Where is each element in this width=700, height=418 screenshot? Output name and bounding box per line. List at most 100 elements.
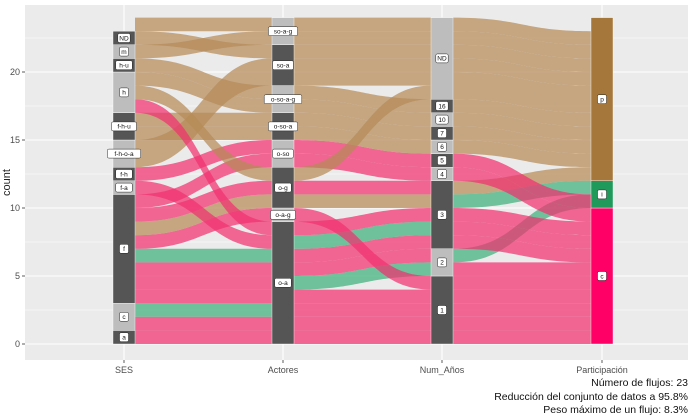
stratum-label: ND bbox=[437, 56, 447, 63]
stratum-label-box bbox=[111, 121, 137, 132]
flow-c bbox=[294, 303, 431, 317]
flow-p bbox=[294, 85, 431, 181]
x-axis: SES Actores Num_Años Participación bbox=[115, 360, 628, 375]
flow-p bbox=[294, 194, 431, 208]
stratum-label-box bbox=[119, 332, 129, 342]
flow-c bbox=[135, 180, 272, 249]
stratum-label: 10 bbox=[438, 117, 446, 124]
stratum-label: o-so-a-g bbox=[271, 97, 296, 104]
flow-c bbox=[453, 221, 591, 249]
stratum-label: f-h-o-a bbox=[114, 151, 134, 158]
stratum-label-box bbox=[274, 278, 292, 288]
stratum-label: f bbox=[123, 246, 125, 253]
stratum-label: 3 bbox=[440, 212, 444, 219]
flow-i bbox=[135, 303, 272, 317]
y-tick-label: 10 bbox=[10, 203, 20, 213]
flow-p bbox=[453, 126, 591, 154]
flow-c bbox=[135, 140, 272, 181]
stratum-label: m bbox=[121, 49, 126, 56]
flow-p bbox=[294, 17, 431, 32]
flow-c bbox=[294, 248, 431, 276]
flow-c bbox=[453, 153, 591, 208]
stratum-label-box bbox=[119, 312, 129, 322]
stratum-label: c bbox=[122, 314, 126, 321]
flow-p bbox=[294, 31, 431, 45]
stratum-label-box bbox=[435, 101, 449, 111]
flow-c bbox=[135, 289, 272, 304]
flow-p bbox=[453, 58, 591, 86]
flow-p bbox=[294, 58, 431, 86]
stratum-label-box bbox=[597, 189, 607, 200]
stratum-label-box bbox=[437, 169, 447, 179]
stratum-label-box bbox=[268, 26, 298, 36]
stratum-label: f-a bbox=[120, 185, 128, 192]
stratum-label-box bbox=[437, 210, 447, 220]
stratum-label: i bbox=[601, 192, 602, 199]
stratum-label: ND bbox=[119, 35, 129, 42]
stratum-label: c bbox=[600, 273, 604, 280]
flows-layer bbox=[135, 17, 591, 344]
flow-p bbox=[294, 99, 431, 127]
stratum-label-box bbox=[263, 94, 303, 104]
flow-p bbox=[135, 85, 272, 181]
stratum-label: 5 bbox=[440, 158, 444, 165]
flow-c bbox=[453, 289, 591, 304]
stratum-label-box bbox=[274, 182, 292, 193]
stratum-label: f-h-u bbox=[117, 124, 131, 131]
stratum-label: o-so bbox=[277, 151, 290, 158]
y-tick-label: 5 bbox=[15, 271, 20, 281]
y-tick-label: 20 bbox=[10, 67, 20, 77]
y-axis: 0 5 10 15 20 bbox=[10, 67, 25, 349]
flow-c bbox=[453, 167, 591, 222]
stratum-label-box bbox=[437, 142, 447, 152]
caption-flows: Número de flujos: 23 bbox=[591, 377, 688, 389]
flow-p bbox=[453, 17, 591, 45]
stratum-label: 1 bbox=[440, 307, 444, 314]
stratum-label: h bbox=[122, 90, 126, 97]
x-tick-label: Num_Años bbox=[420, 365, 465, 375]
y-tick-label: 15 bbox=[10, 135, 20, 145]
stratum-label: a bbox=[122, 335, 126, 342]
flow-c bbox=[135, 316, 272, 331]
strata-layer: a c f f-a f-h f-h-o-a f-h-u h h-u m ND o-a o-a-g o-g o… bbox=[107, 17, 614, 345]
flow-p bbox=[453, 44, 591, 72]
stratum-label-box bbox=[435, 114, 449, 125]
flow-p bbox=[294, 44, 431, 59]
stratum-label-box bbox=[119, 87, 129, 98]
flow-c bbox=[453, 262, 591, 276]
stratum-label: so-a bbox=[277, 63, 290, 70]
stratum-label-box bbox=[437, 155, 447, 166]
stratum-label: so-a-g bbox=[274, 29, 293, 36]
flow-c bbox=[453, 208, 591, 236]
flow-c bbox=[453, 235, 591, 263]
flow-p bbox=[453, 112, 591, 140]
flow-c bbox=[294, 208, 431, 236]
flow-c bbox=[135, 262, 272, 276]
flow-p bbox=[453, 31, 591, 59]
flow-p bbox=[135, 31, 272, 59]
flow-i bbox=[135, 248, 272, 263]
flow-c bbox=[294, 316, 431, 331]
stratum-label-box bbox=[437, 257, 447, 268]
flow-p bbox=[453, 72, 591, 113]
x-tick-label: Actores bbox=[268, 365, 299, 375]
stratum-label: 4 bbox=[440, 171, 444, 178]
stratum-label: o-a-g bbox=[275, 212, 291, 219]
stratum-label: f-h bbox=[120, 171, 128, 178]
stratum-label-box bbox=[268, 121, 298, 132]
flow-c bbox=[135, 99, 272, 236]
stratum-label: 6 bbox=[440, 144, 444, 151]
stratum-label-box bbox=[270, 210, 296, 220]
stratum-label-box bbox=[437, 128, 447, 138]
caption-reduction: Reducción del conjunto de datos a 95.8% bbox=[494, 391, 688, 403]
flow-c bbox=[294, 140, 431, 168]
flow-p bbox=[453, 99, 591, 127]
stratum-label: p bbox=[600, 97, 604, 104]
flow-c bbox=[135, 180, 272, 222]
x-tick-label: Participación bbox=[576, 365, 628, 375]
x-tick-label: SES bbox=[115, 365, 133, 375]
flow-c bbox=[294, 289, 431, 304]
y-axis-title: count bbox=[1, 169, 13, 196]
flow-c bbox=[135, 276, 272, 290]
